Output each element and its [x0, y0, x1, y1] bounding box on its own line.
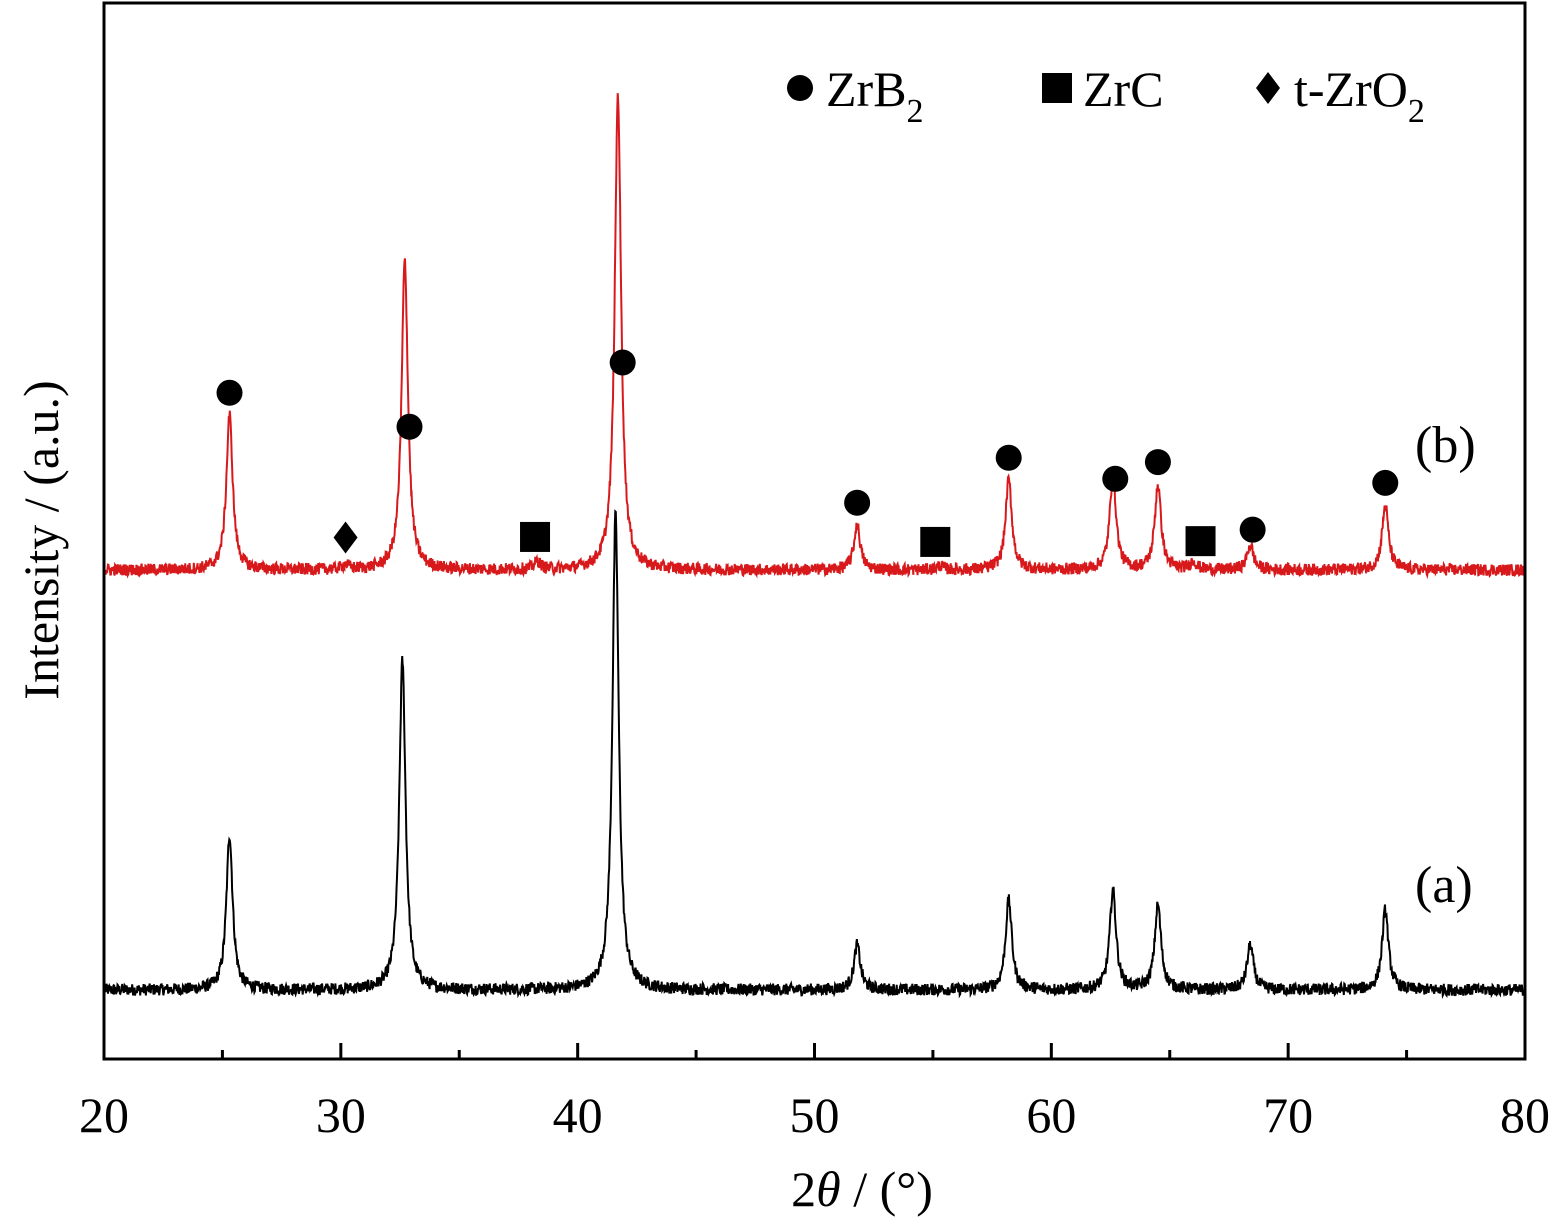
y-axis-label: Intensity / (a.u.): [13, 380, 69, 699]
circle-marker-11: [1239, 516, 1266, 543]
legend-label-1: ZrC: [1083, 61, 1164, 117]
circle-marker-7: [995, 444, 1022, 471]
circle-marker-0: [216, 379, 243, 406]
x-axis-label-number: 2: [791, 1161, 816, 1217]
circle-marker-12: [1372, 469, 1399, 496]
x-tick-label-70: 70: [1263, 1087, 1313, 1143]
x-tick-label-40: 40: [553, 1087, 603, 1143]
x-tick-label-50: 50: [790, 1087, 840, 1143]
x-tick-label-60: 60: [1026, 1087, 1076, 1143]
legend-diamond-icon: [1256, 72, 1280, 104]
square-marker-6: [920, 526, 951, 557]
circle-marker-8: [1102, 465, 1129, 492]
legend: ZrB2 ZrC t-ZrO2: [787, 61, 1425, 130]
peak-markers: [216, 349, 1399, 557]
series-line-b: [104, 93, 1526, 580]
legend-label-2: t-ZrO2: [1294, 61, 1425, 130]
x-axis-label: 2θ / (°): [791, 1161, 933, 1217]
square-marker-10: [1185, 526, 1216, 557]
series-line-a: [104, 509, 1526, 1000]
series-label-a: (a): [1415, 857, 1473, 914]
legend-label-0: ZrB2: [826, 61, 924, 130]
diamond-marker-1: [333, 521, 358, 554]
x-axis-ticks: 20 30 40 50 60 70 80: [79, 1043, 1550, 1143]
legend-square-icon: [1042, 73, 1072, 103]
plot-frame: [102, 1, 1527, 1061]
x-axis-label-theta: θ: [816, 1161, 841, 1217]
x-axis-label-unit: / (°): [841, 1161, 933, 1217]
x-tick-label-80: 80: [1500, 1087, 1550, 1143]
square-marker-3: [520, 521, 551, 552]
x-tick-label-30: 30: [316, 1087, 366, 1143]
circle-marker-9: [1144, 449, 1171, 476]
circle-marker-2: [396, 413, 423, 440]
circle-marker-4: [609, 349, 636, 376]
series-label-b: (b): [1415, 417, 1476, 474]
circle-marker-5: [844, 489, 871, 516]
legend-circle-icon: [787, 75, 813, 101]
x-tick-label-20: 20: [79, 1087, 129, 1143]
series-layer: [104, 93, 1526, 1000]
